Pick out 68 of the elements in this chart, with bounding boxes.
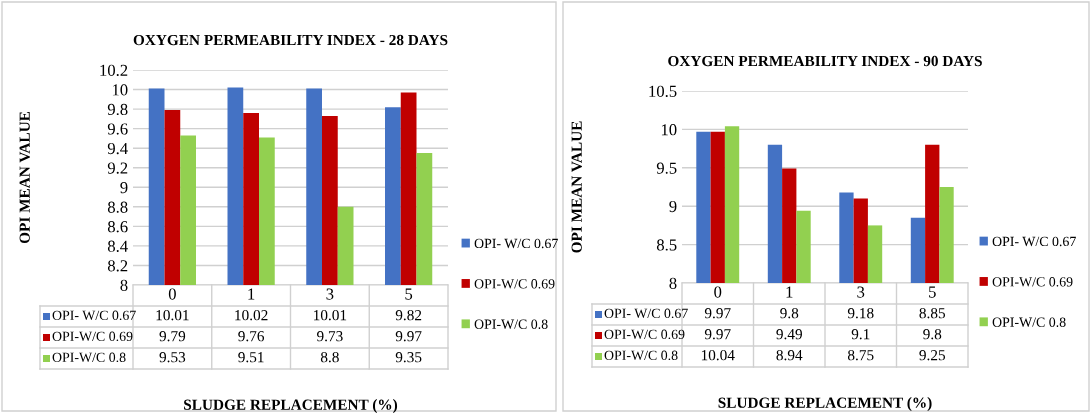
y-tick-label: 9.2 <box>107 162 128 174</box>
y-axis-title: OPI MEAN VALUE <box>19 111 30 244</box>
text: OPI- W/C 0.67 <box>474 238 558 249</box>
data-label: 9.53 <box>159 352 186 363</box>
data-label: 9.76 <box>238 331 265 342</box>
x-axis-title: SLUDGE REPLACEMENT (%) <box>184 399 398 413</box>
data-label: 10.04 <box>701 350 735 361</box>
data-label: 9.1 <box>851 329 870 340</box>
text: OPI-W/C 0.8 <box>604 350 678 361</box>
legend-label: OPI-W/C 0.8 <box>474 319 548 329</box>
data-label: 9.97 <box>395 331 422 342</box>
y-tick-label: 8.6 <box>107 221 128 233</box>
y-tick-label: 9.6 <box>107 123 128 135</box>
text: OPI- W/C 0.67 <box>992 236 1076 247</box>
y-tick-label: 10.2 <box>100 64 128 77</box>
text: OPI-W/C 0.69 <box>604 329 685 340</box>
data-label: 9.35 <box>395 352 422 363</box>
data-label: 9.82 <box>395 310 422 321</box>
data-label: 9.97 <box>704 329 731 340</box>
data-label: 8.8 <box>320 352 339 363</box>
y-tick-label: 8.5 <box>656 239 677 251</box>
data-label: 9.97 <box>704 308 731 319</box>
x-tick-label: 5 <box>929 286 936 298</box>
chart-title: OXYGEN PERMEABILITY INDEX - 28 DAYS <box>133 34 448 46</box>
y-axis-title: OPI MEAN VALUE <box>571 121 582 253</box>
legend-label: OPI-W/C 0.69 <box>992 277 1073 287</box>
data-label: 9.18 <box>847 308 874 319</box>
y-tick-label: 8.2 <box>107 260 128 272</box>
y-tick-label: 8.8 <box>107 201 128 213</box>
x-tick-label: 5 <box>405 288 413 300</box>
x-axis-title: SLUDGE REPLACEMENT (%) <box>718 397 932 411</box>
data-label: 8.85 <box>919 308 946 319</box>
text: OPI-W/C 0.8 <box>52 352 126 363</box>
data-label: 10.02 <box>235 310 268 321</box>
x-tick-label: 1 <box>786 286 793 298</box>
legend-label: OPI-W/C 0.69 <box>52 331 133 342</box>
y-tick-label: 10 <box>112 84 128 96</box>
y-tick-label: 10.5 <box>649 85 677 98</box>
y-tick-label: 9.5 <box>656 162 677 174</box>
x-tick-label: 3 <box>857 286 865 298</box>
legend-label: OPI-W/C 0.8 <box>992 317 1066 327</box>
x-tick-label: 3 <box>326 288 334 300</box>
y-tick-label: 8 <box>669 277 677 289</box>
data-label: 9.51 <box>238 352 264 363</box>
y-tick-label: 9.4 <box>107 142 128 155</box>
text: OPI-W/C 0.69 <box>474 279 555 289</box>
data-label: 10.01 <box>314 310 347 321</box>
y-tick-label: 8 <box>120 279 128 291</box>
x-tick-label: 1 <box>248 288 255 300</box>
legend-label: OPI- W/C 0.67 <box>52 310 136 321</box>
y-tick-label: 10 <box>661 124 677 136</box>
y-tick-label: 8.4 <box>107 240 128 252</box>
data-label: 9.73 <box>317 331 343 342</box>
y-tick-label: 9 <box>669 200 677 213</box>
data-label: 8.94 <box>776 350 803 361</box>
data-label: 9.79 <box>159 331 186 342</box>
data-label: 9.25 <box>919 350 946 361</box>
x-tick-label: 0 <box>714 286 722 298</box>
data-label: 9.8 <box>923 329 942 340</box>
data-label: 10.01 <box>156 310 189 321</box>
legend-label: OPI- W/C 0.67 <box>604 308 688 319</box>
x-tick-label: 0 <box>168 288 176 300</box>
chart-title: OXYGEN PERMEABILITY INDEX - 90 DAYS <box>668 55 982 67</box>
data-label: 9.49 <box>776 329 802 340</box>
data-label: 9.8 <box>780 308 799 319</box>
y-tick-label: 9.8 <box>107 103 128 116</box>
data-label: 8.75 <box>847 350 874 361</box>
y-tick-label: 9 <box>120 182 128 194</box>
